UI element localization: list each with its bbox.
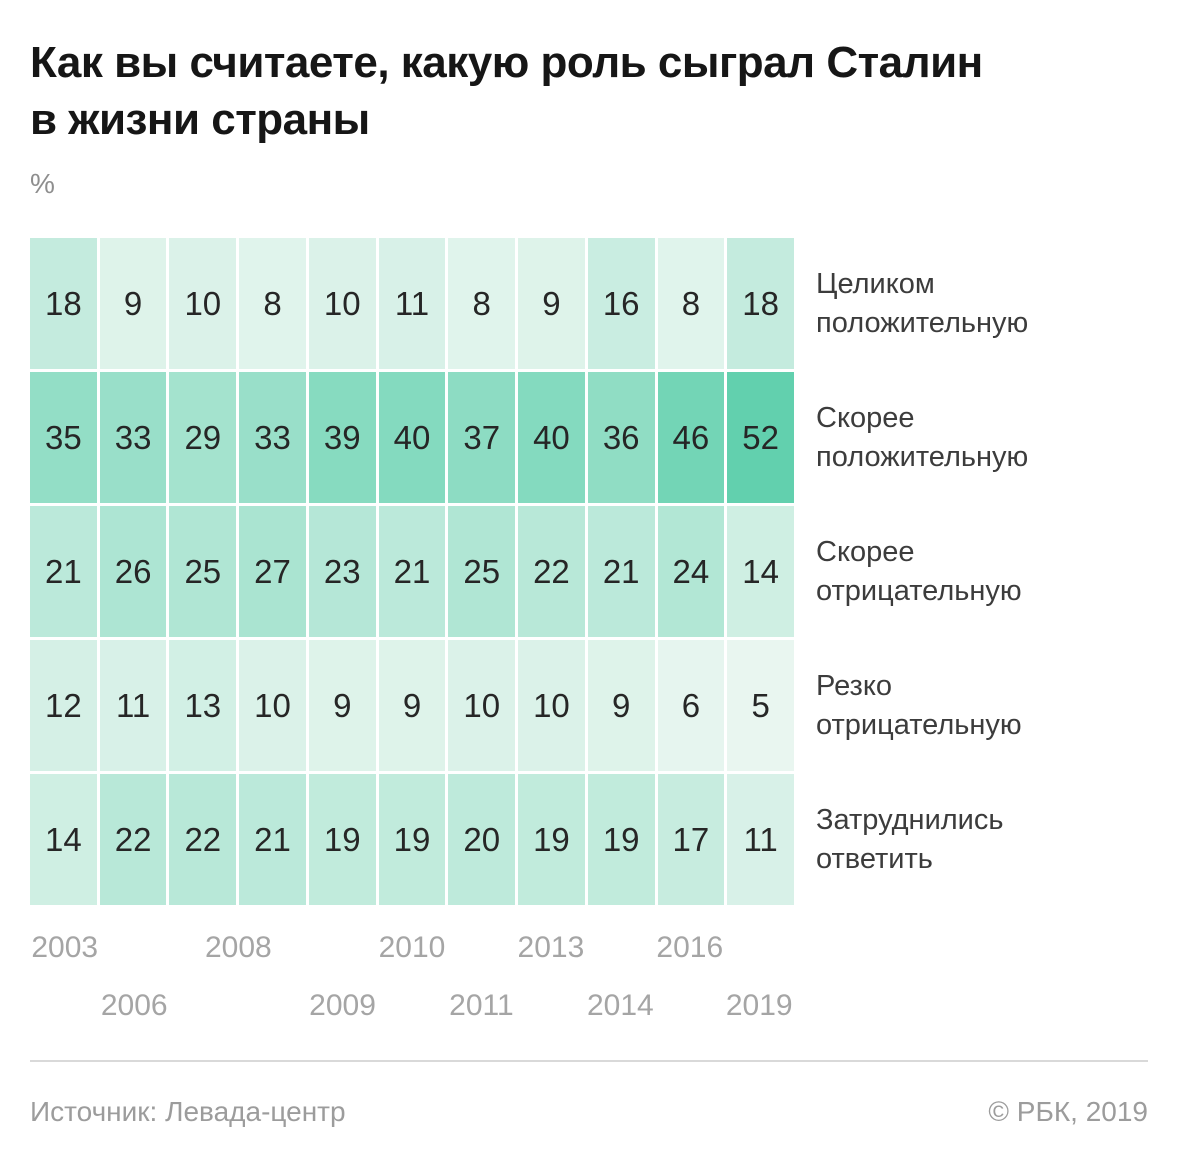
heatmap-cell: 12 xyxy=(30,640,97,771)
heatmap-cell: 11 xyxy=(99,640,167,771)
row-label: Целиком положительную xyxy=(816,267,1029,339)
heatmap-cell: 21 xyxy=(587,506,655,637)
heatmap-cell: 19 xyxy=(587,774,655,905)
heatmap-cell: 23 xyxy=(308,506,376,637)
heatmap-cell: 18 xyxy=(30,238,97,369)
chart-title: Как вы считаете, какую роль сыграл Стали… xyxy=(30,38,983,144)
heatmap-cell: 8 xyxy=(657,238,725,369)
heatmap-cell: 21 xyxy=(378,506,446,637)
heatmap-cell: 6 xyxy=(657,640,725,771)
heatmap-cell: 27 xyxy=(239,506,306,637)
heatmap-cell: 18 xyxy=(727,238,794,369)
heatmap-cell: 11 xyxy=(727,774,794,905)
heatmap-cell: 39 xyxy=(308,372,376,503)
heatmap-cell: 16 xyxy=(587,238,655,369)
percent-unit-label: % xyxy=(30,168,55,199)
heatmap-cell: 5 xyxy=(727,640,794,771)
heatmap-cell: 10 xyxy=(518,640,585,771)
heatmap-cell: 36 xyxy=(587,372,655,503)
year-label: 2013 xyxy=(517,931,585,964)
heatmap-cell: 8 xyxy=(448,238,516,369)
row-label: Резко отрицательную xyxy=(816,669,1022,741)
heatmap-cell: 19 xyxy=(378,774,446,905)
heatmap-cell: 9 xyxy=(378,640,446,771)
heatmap-cell: 9 xyxy=(587,640,655,771)
heatmap-cell: 10 xyxy=(169,238,237,369)
heatmap-cell: 10 xyxy=(448,640,516,771)
heatmap-cell: 22 xyxy=(99,774,167,905)
row-label: Затруднились ответить xyxy=(816,803,1004,875)
heatmap-cell: 40 xyxy=(518,372,585,503)
heatmap-cell: 19 xyxy=(308,774,376,905)
heatmap-cell: 26 xyxy=(99,506,167,637)
heatmap-cell: 9 xyxy=(308,640,376,771)
heatmap-cell: 29 xyxy=(169,372,237,503)
heatmap-cell: 22 xyxy=(518,506,585,637)
heatmap-cell: 14 xyxy=(30,774,97,905)
year-label: 2006 xyxy=(100,989,168,1022)
heatmap-cell: 33 xyxy=(239,372,306,503)
page-root: Как вы считаете, какую роль сыграл Стали… xyxy=(30,38,1148,1128)
year-label: 2016 xyxy=(656,931,724,964)
heatmap-cell: 22 xyxy=(169,774,237,905)
heatmap-cell: 10 xyxy=(308,238,376,369)
heatmap-cell: 46 xyxy=(657,372,725,503)
heatmap-cell: 35 xyxy=(30,372,97,503)
heatmap-cell: 10 xyxy=(239,640,306,771)
heatmap-cell: 52 xyxy=(727,372,794,503)
heatmap-cell: 33 xyxy=(99,372,167,503)
year-label: 2008 xyxy=(204,931,272,964)
year-label: 2014 xyxy=(586,989,654,1022)
year-label: 2003 xyxy=(31,931,99,964)
heatmap-cell: 11 xyxy=(378,238,446,369)
row-label: Скорее положительную xyxy=(816,401,1029,473)
heatmap-cell: 25 xyxy=(448,506,516,637)
heatmap-cell: 20 xyxy=(448,774,516,905)
heatmap-cell: 17 xyxy=(657,774,725,905)
heatmap-cell: 40 xyxy=(378,372,446,503)
x-axis: 2003 2006 2008 2009 2010 2011 2013 2014 2016 2019 xyxy=(30,905,794,1040)
heatmap: 18 9 10 8 10 11 8 9 16 8 18 35 33 29 33 39 40 37 40 36 46 52 2… xyxy=(30,238,1148,905)
heatmap-grid: 18 9 10 8 10 11 8 9 16 8 18 35 33 29 33 39 40 37 40 36 46 52 2… xyxy=(30,238,794,905)
heatmap-cell: 21 xyxy=(30,506,97,637)
year-label: 2010 xyxy=(378,931,446,964)
heatmap-cell: 13 xyxy=(169,640,237,771)
heatmap-cell: 9 xyxy=(99,238,167,369)
heatmap-cell: 37 xyxy=(448,372,516,503)
year-label: 2009 xyxy=(309,989,376,1022)
copyright-label: © РБК, 2019 xyxy=(988,1096,1148,1127)
footer: Источник: Левада-центр © РБК, 2019 xyxy=(30,1096,1148,1128)
footer-divider xyxy=(30,1060,1148,1062)
row-label: Скорее отрицательную xyxy=(816,535,1022,607)
year-label: 2011 xyxy=(449,989,514,1022)
heatmap-cell: 9 xyxy=(518,238,585,369)
heatmap-cell: 24 xyxy=(657,506,725,637)
heatmap-cell: 8 xyxy=(239,238,306,369)
year-label: 2019 xyxy=(725,989,793,1022)
heatmap-cell: 25 xyxy=(169,506,237,637)
row-labels: Целиком положительную Скорее положительну… xyxy=(816,238,1066,905)
heatmap-cell: 19 xyxy=(518,774,585,905)
heatmap-cell: 21 xyxy=(239,774,306,905)
heatmap-cell: 14 xyxy=(727,506,794,637)
source-label: Источник: Левада-центр xyxy=(30,1096,346,1127)
